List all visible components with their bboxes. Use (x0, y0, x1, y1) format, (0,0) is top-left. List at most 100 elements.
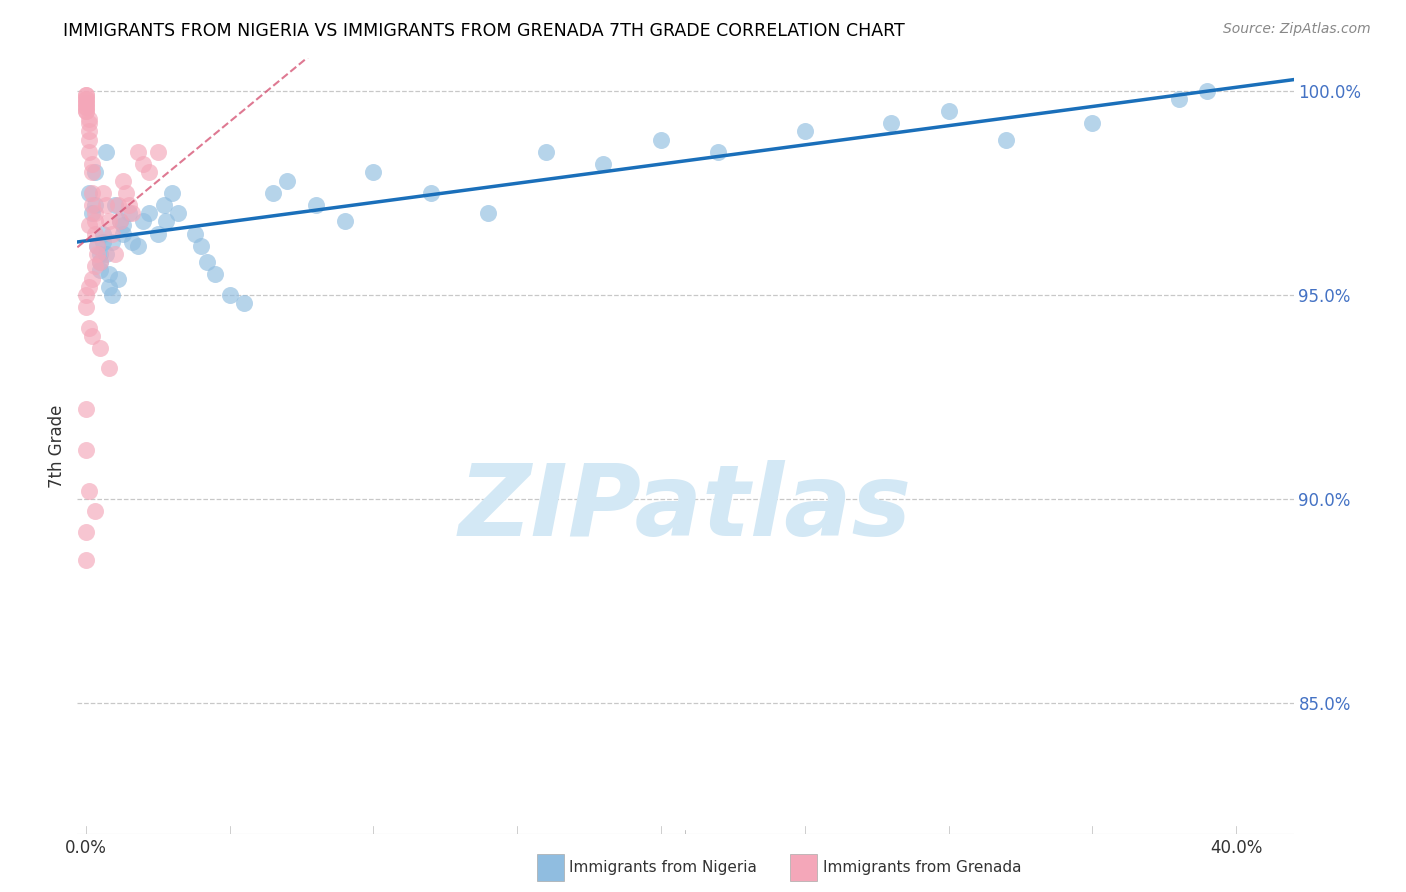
Point (75, 95, 97, 110)
Point (262, 186, 284, 200)
Point (86, 239, 108, 253)
Text: Source: ZipAtlas.com: Source: ZipAtlas.com (1223, 22, 1371, 37)
Point (94, 247, 117, 261)
Point (91, 227, 114, 241)
Point (77, 483, 100, 498)
Point (77, 219, 100, 233)
Point (80, 198, 103, 212)
Point (75, 524, 97, 539)
Point (75, 100, 97, 114)
Point (146, 145, 169, 159)
Point (83, 165, 105, 179)
Point (995, 133, 1018, 147)
Point (110, 214, 132, 228)
Point (77, 133, 100, 147)
Point (80, 157, 103, 171)
Point (938, 104, 960, 119)
Point (75, 92, 97, 106)
Point (77, 145, 100, 159)
Point (80, 165, 103, 179)
Point (80, 186, 103, 200)
Point (276, 173, 298, 187)
Point (592, 157, 614, 171)
Point (89, 255, 111, 269)
Point (75, 104, 97, 119)
Point (534, 145, 557, 159)
Point (83, 206, 105, 220)
Point (363, 165, 385, 179)
Point (477, 206, 499, 220)
Point (115, 186, 138, 200)
Point (101, 288, 124, 302)
Point (1167, 92, 1189, 106)
Point (89, 255, 111, 269)
FancyBboxPatch shape (1361, 118, 1403, 149)
Point (121, 235, 143, 249)
Point (97, 214, 120, 228)
Text: Immigrants from Grenada: Immigrants from Grenada (823, 861, 1021, 875)
Point (80, 206, 103, 220)
Point (89, 341, 111, 355)
Point (146, 227, 169, 241)
Point (880, 116, 903, 130)
Point (89, 263, 111, 277)
Point (1081, 116, 1104, 130)
Text: Immigrants from Nigeria: Immigrants from Nigeria (569, 861, 758, 875)
Point (233, 296, 256, 310)
Point (104, 247, 127, 261)
Text: ZIPatlas: ZIPatlas (458, 459, 912, 557)
Point (75, 87, 97, 102)
Point (793, 124, 815, 138)
Point (75, 92, 97, 106)
Point (75, 300, 97, 314)
Point (184, 227, 207, 241)
Point (112, 219, 135, 233)
Point (167, 206, 190, 220)
Point (107, 271, 129, 285)
Point (77, 186, 100, 200)
Point (86, 247, 108, 261)
Point (75, 288, 97, 302)
Point (83, 504, 105, 518)
Point (121, 206, 143, 220)
Point (707, 145, 730, 159)
Point (112, 227, 135, 241)
Point (80, 328, 103, 343)
Point (91, 186, 114, 200)
Point (152, 198, 174, 212)
Point (190, 239, 212, 253)
Point (118, 198, 141, 212)
Point (305, 198, 328, 212)
Point (97, 279, 120, 293)
Point (75, 95, 97, 110)
Text: IMMIGRANTS FROM NIGERIA VS IMMIGRANTS FROM GRENADA 7TH GRADE CORRELATION CHART: IMMIGRANTS FROM NIGERIA VS IMMIGRANTS FR… (63, 22, 905, 40)
Y-axis label: 7th Grade: 7th Grade (48, 404, 66, 488)
Point (118, 206, 141, 220)
Point (75, 553, 97, 567)
Point (160, 186, 183, 200)
Point (75, 443, 97, 458)
Point (333, 214, 356, 228)
Point (83, 214, 105, 228)
FancyBboxPatch shape (1337, 70, 1406, 283)
Point (132, 214, 155, 228)
Point (91, 235, 114, 249)
Point (650, 133, 672, 147)
Point (420, 186, 443, 200)
Point (77, 279, 100, 293)
Point (104, 198, 127, 212)
Point (110, 214, 132, 228)
Point (75, 402, 97, 417)
Point (77, 116, 100, 130)
Point (83, 227, 105, 241)
FancyBboxPatch shape (1361, 211, 1403, 243)
Point (127, 145, 149, 159)
Point (138, 165, 160, 179)
Point (97, 361, 120, 376)
Point (80, 271, 103, 285)
Point (127, 239, 149, 253)
Point (94, 198, 117, 212)
Point (107, 198, 129, 212)
Point (75, 104, 97, 119)
Point (77, 112, 100, 127)
